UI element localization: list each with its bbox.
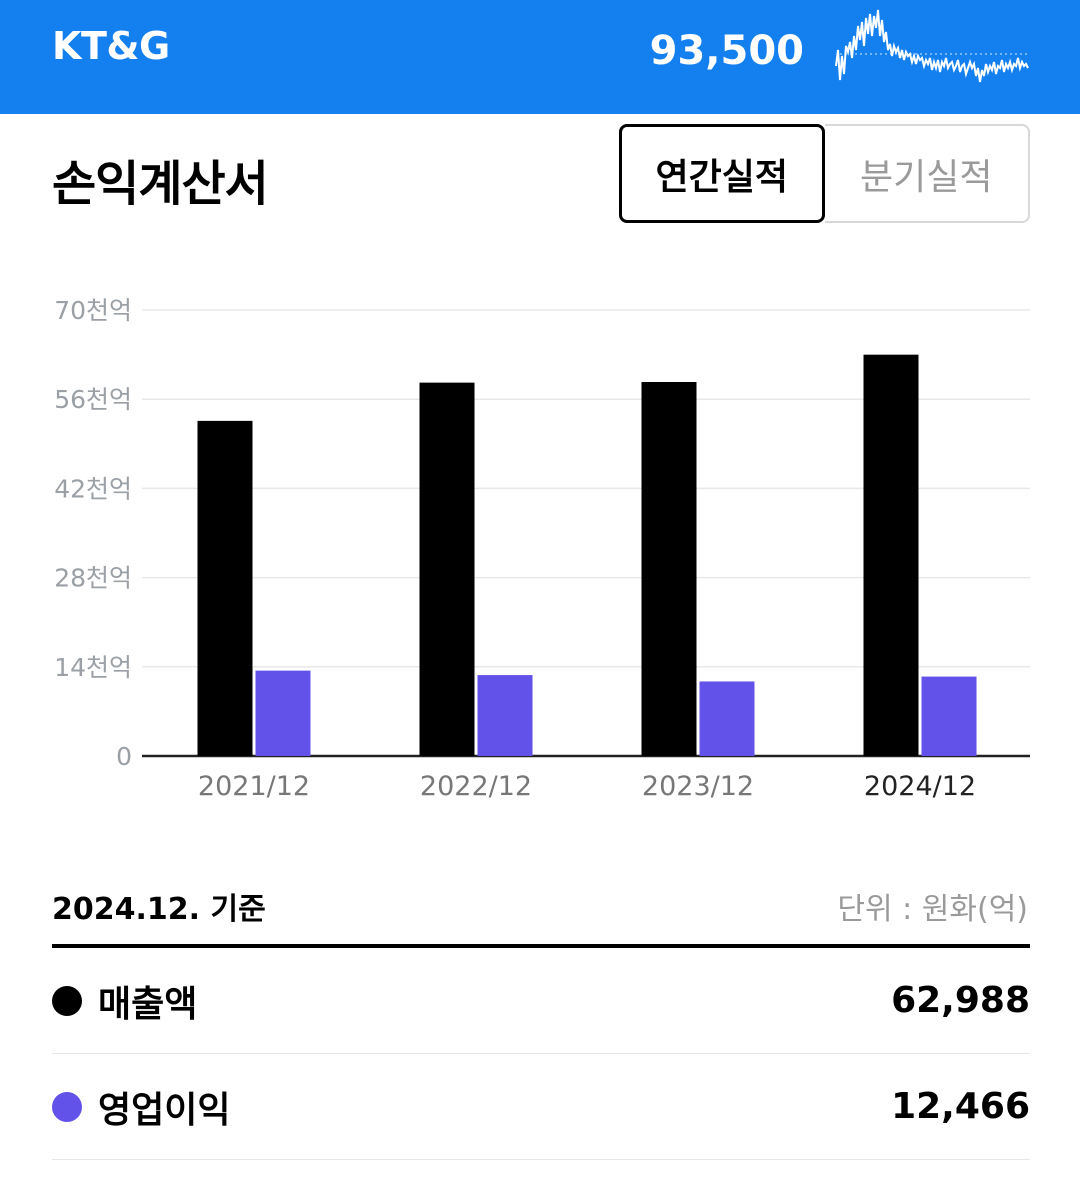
y-tick-label: 70천억 bbox=[54, 296, 132, 325]
y-tick-label: 56천억 bbox=[54, 385, 132, 414]
summary-row-operating-profit: 영업이익 12,466 bbox=[52, 1054, 1030, 1160]
operating-profit-bar bbox=[477, 675, 533, 756]
revenue-bar bbox=[197, 420, 253, 756]
stock-price: 93,500 bbox=[649, 28, 804, 74]
x-tick-label: 2021/12 bbox=[198, 771, 310, 802]
revenue-bar bbox=[863, 354, 919, 756]
summary-divider bbox=[52, 944, 1030, 948]
x-tick-label: 2023/12 bbox=[642, 771, 754, 802]
income-bar-chart: 0 14천억 28천억 42천억 56천억 70천억 2021/12 2022/12 2023/… bbox=[0, 280, 1080, 820]
operating-profit-label: 영업이익 bbox=[98, 1089, 231, 1131]
quarterly-results-tab[interactable]: 분기실적 bbox=[824, 124, 1030, 223]
y-tick-label: 28천억 bbox=[54, 564, 132, 593]
annual-results-tab[interactable]: 연간실적 bbox=[619, 124, 825, 223]
x-tick-label: 2024/12 bbox=[864, 771, 976, 802]
revenue-legend-dot bbox=[52, 985, 82, 1016]
unit-label: 단위 : 원화(억) bbox=[837, 892, 1028, 927]
operating-profit-bar bbox=[699, 681, 755, 756]
stock-name: KT&G bbox=[52, 24, 170, 68]
summary-row-revenue: 매출액 62,988 bbox=[52, 948, 1030, 1054]
y-tick-label: 14천억 bbox=[54, 653, 132, 682]
x-tick-label: 2022/12 bbox=[420, 771, 532, 802]
operating-profit-bar bbox=[255, 670, 311, 756]
operating-profit-value: 12,466 bbox=[891, 1086, 1030, 1127]
revenue-label: 매출액 bbox=[98, 983, 198, 1025]
y-tick-label: 42천억 bbox=[54, 474, 132, 503]
revenue-value: 62,988 bbox=[891, 980, 1030, 1021]
basis-date: 2024.12. 기준 bbox=[52, 892, 266, 927]
stock-header: KT&G 93,500 bbox=[0, 0, 1080, 114]
operating-profit-legend-dot bbox=[52, 1091, 82, 1122]
price-sparkline-icon bbox=[835, 9, 1029, 83]
operating-profit-bar bbox=[921, 676, 977, 756]
section-title: 손익계산서 bbox=[52, 156, 269, 212]
y-tick-label: 0 bbox=[116, 742, 132, 771]
revenue-bar bbox=[419, 382, 475, 756]
revenue-bar bbox=[641, 381, 697, 756]
period-toggle: 연간실적 분기실적 bbox=[619, 124, 1030, 223]
